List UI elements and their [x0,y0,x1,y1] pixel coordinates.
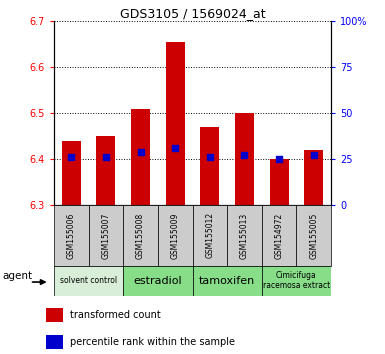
Point [172,145,178,151]
Bar [235,113,254,205]
Point [276,156,282,162]
Text: estradiol: estradiol [134,275,182,286]
Text: GSM155008: GSM155008 [136,212,145,258]
Bar [158,205,192,266]
Point [68,154,74,160]
Bar [192,205,227,266]
Bar [270,159,289,205]
Text: GSM154972: GSM154972 [275,212,284,258]
Point [311,152,317,158]
Bar [262,266,331,296]
Text: GSM155006: GSM155006 [67,212,76,259]
Point [137,150,144,155]
Point [207,154,213,160]
Bar [46,308,63,322]
Bar [131,109,150,205]
Bar [89,205,123,266]
Text: Cimicifuga
racemosa extract: Cimicifuga racemosa extract [263,271,330,290]
Bar [200,127,219,205]
Text: GSM155013: GSM155013 [240,212,249,258]
Bar [227,205,262,266]
Text: GSM155012: GSM155012 [205,212,214,258]
Text: tamoxifen: tamoxifen [199,275,255,286]
Bar [54,205,89,266]
Text: GSM155007: GSM155007 [101,212,110,259]
Text: transformed count: transformed count [70,310,161,320]
Bar [192,266,262,296]
Point [241,152,248,158]
Text: percentile rank within the sample: percentile rank within the sample [70,337,235,347]
Text: GSM155005: GSM155005 [309,212,318,259]
Bar [62,141,81,205]
Bar [262,205,296,266]
Bar [166,42,185,205]
Bar [304,150,323,205]
Bar [123,205,158,266]
Title: GDS3105 / 1569024_at: GDS3105 / 1569024_at [120,7,265,20]
Bar [96,136,116,205]
Bar [46,335,63,349]
Text: agent: agent [3,271,33,281]
Text: solvent control: solvent control [60,276,117,285]
Bar [54,266,123,296]
Bar [123,266,192,296]
Text: GSM155009: GSM155009 [171,212,180,259]
Bar [296,205,331,266]
Point [103,154,109,160]
